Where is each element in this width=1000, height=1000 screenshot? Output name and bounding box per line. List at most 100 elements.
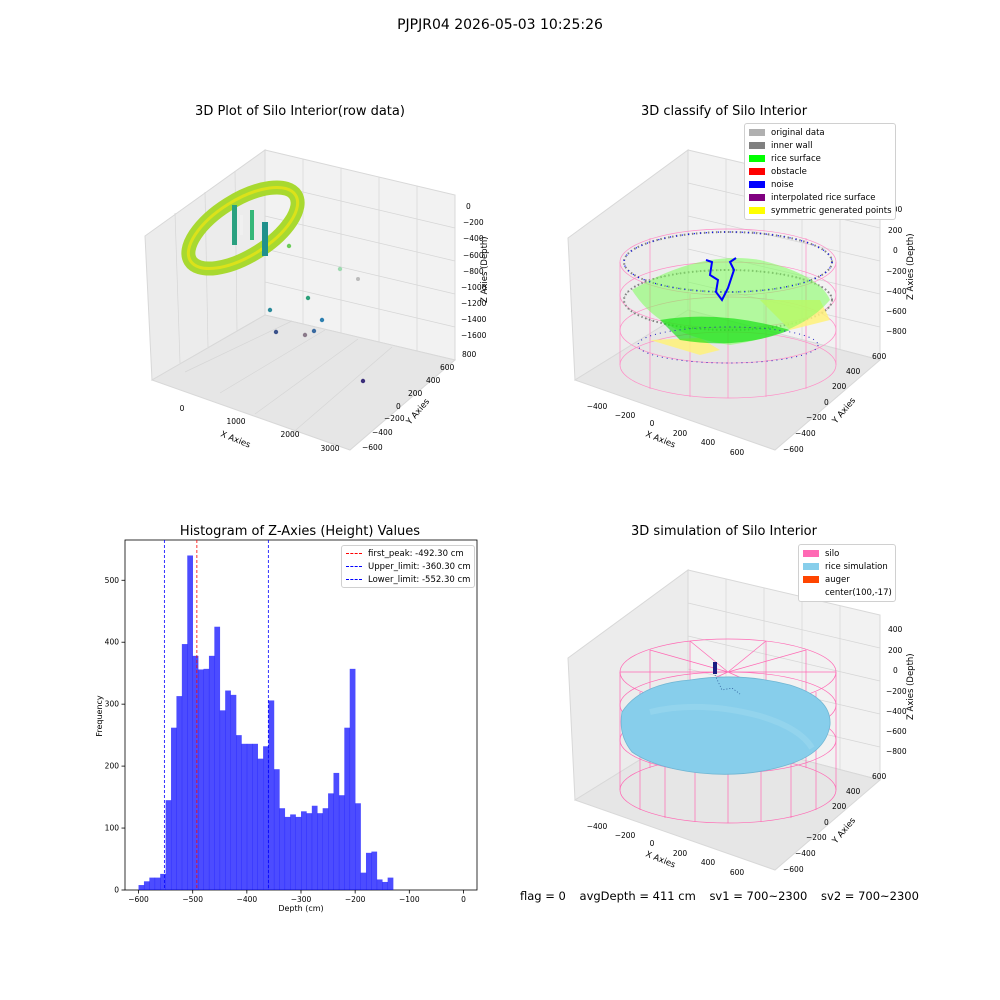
legend-entry: silo (799, 547, 895, 560)
classify-ztick: −600 (886, 307, 907, 316)
simulation-auger-path (714, 674, 741, 695)
simulation-legend: silo rice simulation auger center(100,-1… (798, 544, 896, 602)
histogram-x-label: Depth (cm) (278, 904, 323, 913)
simulation-rice-surface (620, 676, 831, 775)
simulation-ztick: 200 (888, 646, 903, 655)
legend-label: Lower_limit: -552.30 cm (368, 574, 471, 585)
histogram-bar (295, 816, 302, 890)
raw-3d-plot: 0 1000 2000 3000 800 600 400 200 0 −200 … (144, 149, 490, 453)
classify-ztick: −200 (886, 267, 907, 276)
simulation-xtick: 400 (701, 858, 716, 867)
histogram-bar (322, 808, 329, 890)
classify-z-label: Z Axies (Depth) (906, 233, 916, 300)
raw-x-label: X Axies (219, 430, 252, 451)
simulation-ytick: −600 (783, 865, 804, 874)
legend-entry: obstacle (745, 165, 895, 178)
histogram-bar (143, 881, 150, 890)
raw-xtick: 3000 (320, 444, 339, 453)
legend-label: auger (825, 574, 850, 585)
simulation-ytick: 600 (872, 772, 887, 781)
histogram-bar (230, 694, 237, 890)
histogram-title: Histogram of Z-Axies (Height) Values (179, 524, 421, 539)
raw-ztick: −1600 (461, 331, 487, 340)
legend-line (346, 566, 362, 567)
classify-ytick: −600 (783, 445, 804, 454)
histogram-bar (236, 735, 242, 890)
classify-xtick: −400 (587, 402, 608, 411)
classify-ytick: 0 (824, 398, 829, 407)
flag-text: flag = 0 (520, 889, 566, 903)
classify-xtick: 600 (730, 448, 745, 457)
classify-ytick: −200 (806, 413, 827, 422)
legend-entry: Upper_limit: -360.30 cm (342, 560, 474, 573)
simulation-ztick: 0 (893, 666, 898, 675)
histogram-bar (246, 743, 253, 890)
histogram-bar (181, 644, 188, 890)
histogram-bar (328, 793, 334, 890)
histogram-bar (279, 808, 286, 890)
raw-interior-points (232, 205, 268, 256)
legend-swatch (803, 563, 819, 570)
histogram-bar (257, 758, 264, 890)
simulation-xtick: 0 (650, 839, 655, 848)
x-tick-label: −300 (291, 895, 312, 904)
simulation-ytick: −200 (806, 833, 827, 842)
raw-ztick: −200 (463, 218, 484, 227)
classify-xtick: 0 (650, 419, 655, 428)
histogram-bar (338, 795, 345, 890)
simulation-xtick: 600 (730, 868, 745, 877)
sv2-text: sv2 = 700~2300 (821, 889, 919, 903)
histogram-bar (203, 668, 210, 890)
histogram-bar (344, 727, 351, 890)
histogram-bar (317, 813, 323, 890)
histogram-bar (176, 696, 183, 890)
raw-ztick: −600 (463, 251, 484, 260)
classify-ztick: 200 (888, 226, 903, 235)
simulation-y-label: Y Axies (830, 816, 858, 847)
raw-ytick: 800 (462, 350, 477, 359)
histogram-bar (171, 727, 177, 890)
histogram-bar (376, 879, 383, 890)
x-tick-label: −100 (399, 895, 420, 904)
simulation-rice-highlight (649, 703, 815, 750)
classify-xtick: 200 (673, 429, 688, 438)
classify-ytick: 600 (872, 352, 887, 361)
simulation-ztick: −800 (886, 747, 907, 756)
y-tick-label: 200 (105, 762, 120, 771)
classify-noise-cluster (705, 257, 737, 302)
legend-entry: noise (745, 178, 895, 191)
simulation-xtick: −400 (587, 822, 608, 831)
classify-noise-ring (623, 231, 833, 293)
raw-ytick: 0 (396, 402, 401, 411)
raw-outlier-points (267, 243, 366, 384)
histogram-bar (160, 873, 166, 890)
histogram-bar (382, 881, 388, 890)
legend-entry: rice simulation (799, 560, 895, 573)
histogram-bar (241, 743, 248, 890)
legend-entry: rice surface (745, 152, 895, 165)
raw-ztick: 0 (466, 202, 471, 211)
legend-swatch (749, 207, 765, 214)
legend-entry: first_peak: -492.30 cm (342, 547, 474, 560)
simulation-ztick: −600 (886, 727, 907, 736)
histogram-bar (198, 669, 204, 890)
classify-ztick: −400 (886, 287, 907, 296)
x-tick-label: 0 (461, 895, 466, 904)
histogram-bar (225, 690, 231, 890)
legend-label: center(100,-17) (825, 587, 892, 598)
histogram-chart: −600 −500 −400 −300 −200 −100 0 0 100 200 300 400 5… (95, 539, 478, 913)
classify-ytick: 400 (846, 367, 861, 376)
y-tick-label: 300 (105, 700, 120, 709)
raw-xtick: 2000 (280, 430, 299, 439)
x-tick-label: −600 (128, 895, 149, 904)
raw-y-label: Y Axies (404, 397, 432, 428)
simulation-ytick: 200 (832, 802, 847, 811)
legend-label: silo (825, 548, 840, 559)
histogram-bar (333, 772, 340, 890)
histogram-bar (219, 710, 226, 890)
legend-label: rice simulation (825, 561, 888, 572)
legend-entry: Lower_limit: -552.30 cm (342, 573, 474, 586)
raw-grid (174, 159, 456, 436)
classify-ytick: 200 (832, 382, 847, 391)
legend-swatch (803, 576, 819, 583)
